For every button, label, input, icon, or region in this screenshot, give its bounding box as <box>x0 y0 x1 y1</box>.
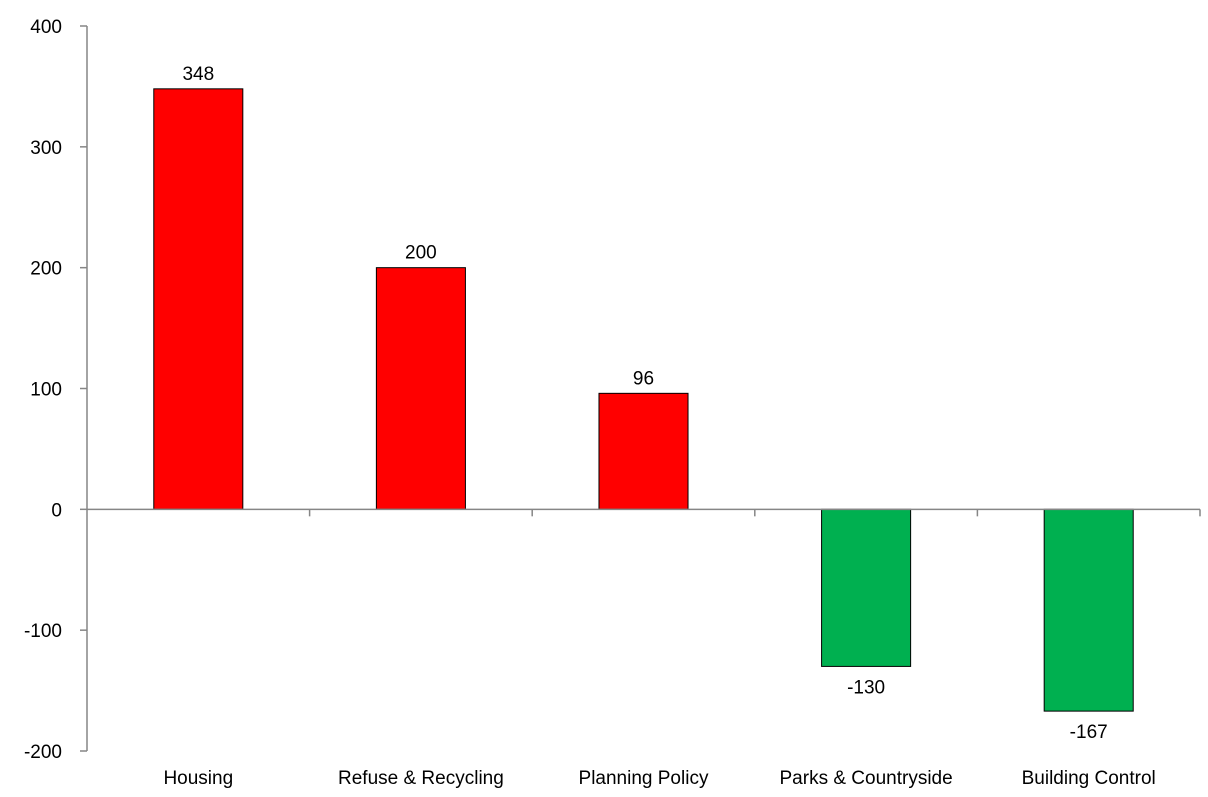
y-tick-label: -100 <box>24 621 62 642</box>
bar-planning-policy[interactable] <box>598 392 689 510</box>
bar-refuse-recycling[interactable] <box>375 267 466 510</box>
x-tick-label: Refuse & Recycling <box>338 768 504 789</box>
y-axis: -200 -100 0 100 200 300 400 <box>24 17 88 763</box>
y-tick-label: 200 <box>30 259 62 280</box>
bar-housing[interactable] <box>153 88 244 510</box>
x-tick-label: Parks & Countryside <box>780 768 953 789</box>
data-label: 348 <box>182 64 214 85</box>
bar-parks-countryside[interactable] <box>821 508 912 667</box>
y-tick-label: 300 <box>30 138 62 159</box>
data-labels: 348 200 96 -130 -167 <box>182 64 1107 743</box>
bar-building-control[interactable] <box>1043 508 1134 712</box>
data-label: -167 <box>1070 722 1108 743</box>
x-tick-label: Building Control <box>1022 768 1156 789</box>
bars <box>153 88 1134 712</box>
data-label: 96 <box>633 368 654 389</box>
y-tick-label: 400 <box>30 17 62 38</box>
y-tick-label: 100 <box>30 380 62 401</box>
y-tick-label: -200 <box>24 742 62 763</box>
x-tick-label: Planning Policy <box>579 768 709 789</box>
data-label: -130 <box>847 677 885 698</box>
data-label: 200 <box>405 243 437 264</box>
x-axis: Housing Refuse & Recycling Planning Policy… <box>87 508 1201 789</box>
x-tick-label: Housing <box>163 768 233 789</box>
y-tick-label: 0 <box>51 500 62 521</box>
